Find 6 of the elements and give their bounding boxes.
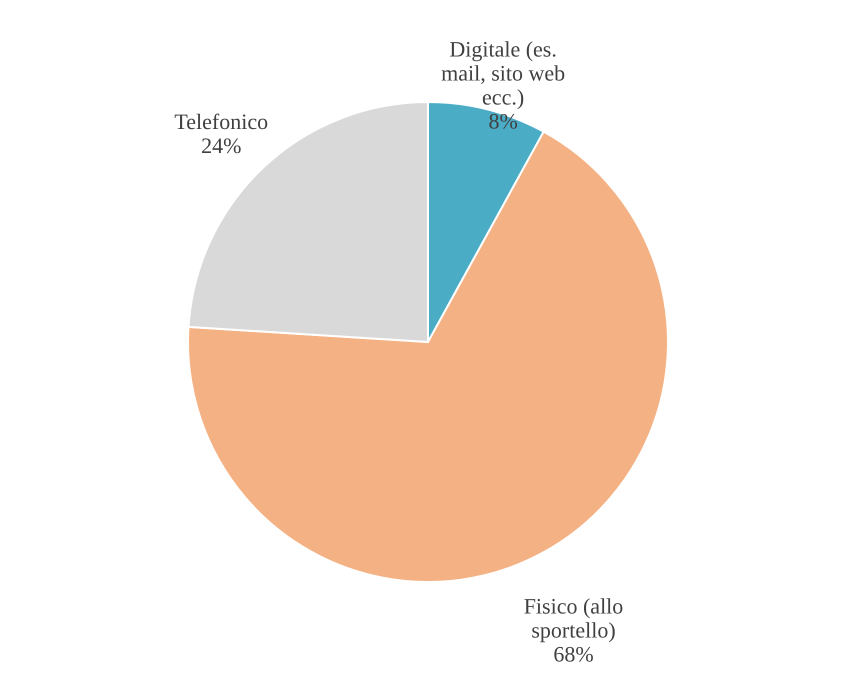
slice-label: Digitale (es. mail, sito web ecc.) bbox=[441, 36, 566, 110]
slice-label: Fisico (allo sportello) bbox=[524, 594, 624, 643]
slice-label: Telefonico bbox=[174, 108, 268, 134]
data-label: 8% bbox=[488, 108, 518, 134]
data-label: 24% bbox=[201, 132, 242, 158]
data-label: 68% bbox=[553, 642, 594, 667]
